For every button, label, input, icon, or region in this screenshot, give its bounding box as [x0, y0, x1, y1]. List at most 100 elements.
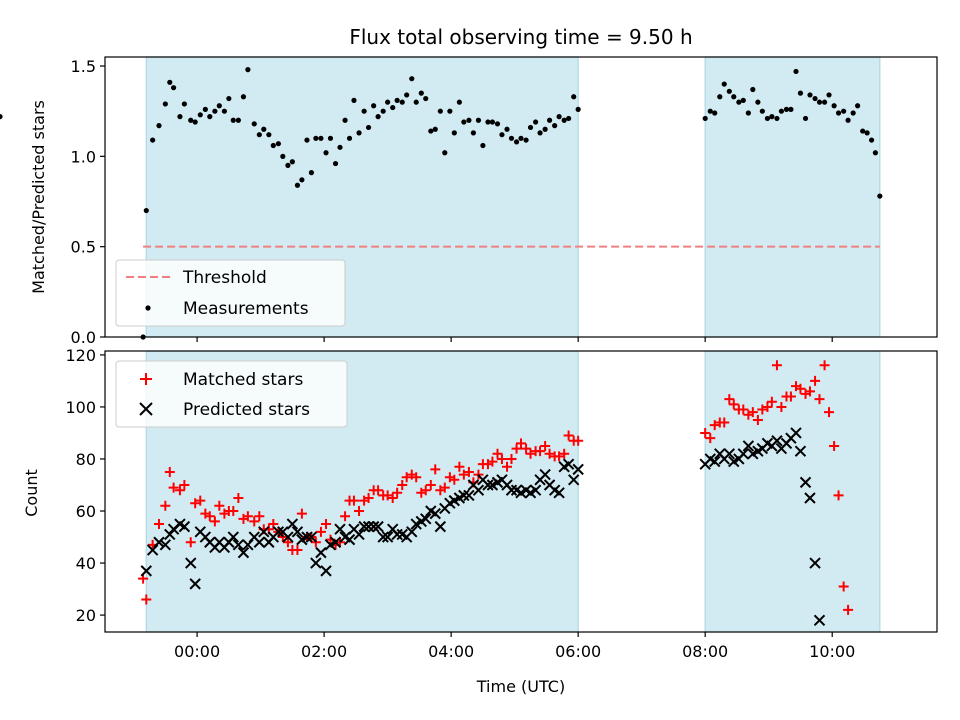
data-point [542, 126, 548, 132]
data-point [409, 76, 415, 82]
data-point [167, 79, 173, 85]
data-point [562, 458, 575, 470]
data-point [235, 117, 241, 123]
data-point [466, 117, 472, 123]
legend-box [115, 360, 348, 428]
data-point [377, 531, 389, 543]
data-point [207, 114, 213, 120]
data-point [747, 407, 758, 418]
data-point [502, 461, 513, 472]
data-point [254, 511, 265, 522]
data-point [372, 520, 384, 533]
data-point [442, 150, 448, 156]
data-point [353, 528, 365, 541]
data-point [404, 92, 410, 98]
data-point [320, 565, 332, 577]
ratio-y-axis-label: Matched/Predicted stars [29, 100, 48, 294]
y-tick-label: 60 [76, 502, 96, 521]
data-point [529, 484, 542, 496]
data-point [482, 479, 494, 491]
data-point [572, 463, 584, 476]
data-point [742, 440, 755, 452]
legend-matched-swatch [140, 373, 152, 385]
data-point [561, 117, 567, 123]
data-point [251, 121, 257, 127]
data-point [275, 141, 281, 147]
data-point [146, 544, 159, 556]
data-point [707, 108, 713, 114]
data-point [489, 119, 496, 125]
data-point [202, 106, 208, 112]
legend-threshold-label: Threshold [182, 268, 267, 288]
data-point [373, 485, 384, 496]
data-point [315, 526, 326, 537]
ratio-axes-frame [104, 56, 938, 338]
data-point [245, 67, 251, 73]
data-point [726, 88, 732, 94]
data-point [850, 110, 856, 116]
data-point [544, 448, 555, 459]
y-tick-label: 0.5 [71, 238, 96, 257]
data-point [141, 594, 152, 605]
data-point [553, 487, 565, 499]
data-point [272, 526, 285, 538]
data-point [240, 94, 247, 100]
data-point [702, 115, 708, 122]
series-predicted-stars [140, 427, 826, 626]
data-point [406, 526, 418, 538]
data-point [439, 482, 450, 493]
data-point [192, 119, 198, 125]
data-point [156, 123, 162, 129]
x-tick-label: 02:00 [301, 642, 347, 661]
data-point [527, 124, 534, 131]
legend-box [115, 259, 346, 327]
count-panel: 20 40 60 80 100 120 00:00 02:00 04:00 06:00 08:00 1… [65, 346, 938, 661]
data-point [430, 464, 441, 475]
data-point [809, 557, 821, 569]
data-point [877, 193, 883, 199]
data-point [323, 150, 329, 156]
data-point [385, 99, 391, 105]
data-point [313, 135, 319, 141]
data-point [810, 375, 821, 386]
data-point [804, 492, 816, 504]
data-point [242, 511, 253, 522]
data-point [829, 440, 840, 451]
data-point [745, 110, 751, 116]
data-point [362, 520, 375, 533]
data-point [351, 97, 357, 103]
data-point [475, 117, 482, 123]
data-point [420, 485, 431, 496]
data-point [321, 519, 332, 530]
data-point [354, 506, 365, 517]
data-point [563, 430, 574, 441]
x-tick-label: 00:00 [174, 642, 220, 661]
data-point [315, 546, 327, 559]
data-point [143, 207, 149, 214]
data-point [381, 531, 394, 543]
data-point [461, 119, 467, 125]
y-tick-label: 120 [65, 346, 96, 365]
data-point [723, 448, 736, 460]
data-point [740, 97, 746, 103]
data-point [387, 493, 398, 504]
data-point [399, 99, 405, 105]
y-tick-label: 0.0 [71, 328, 96, 347]
data-point [731, 94, 737, 100]
data-point [301, 531, 313, 543]
data-point [242, 539, 254, 551]
observing-window-count-1 [704, 350, 881, 633]
data-point [418, 90, 424, 96]
data-point [160, 500, 171, 511]
data-point [204, 511, 215, 522]
data-point [189, 578, 201, 590]
observing-window-ratio-1 [704, 56, 881, 338]
chart-title: Flux total observing time = 9.50 h [349, 25, 692, 49]
y-tick-label: 20 [76, 606, 96, 625]
data-point [571, 94, 577, 100]
data-point [807, 92, 813, 98]
data-point [413, 99, 419, 105]
data-point [575, 106, 581, 112]
data-point [261, 126, 267, 132]
